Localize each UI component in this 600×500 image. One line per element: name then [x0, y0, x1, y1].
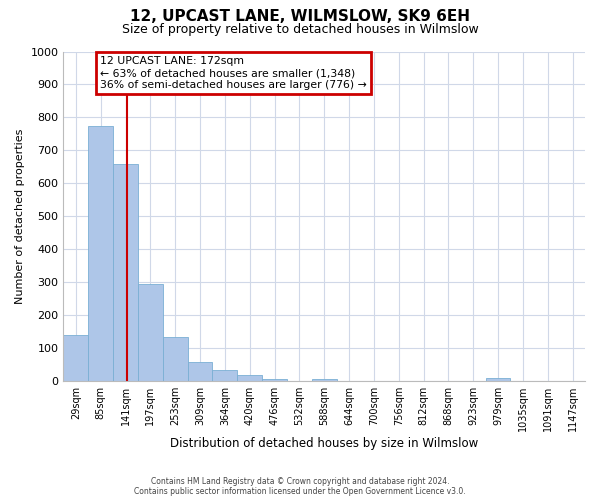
- X-axis label: Distribution of detached houses by size in Wilmslow: Distribution of detached houses by size …: [170, 437, 478, 450]
- Y-axis label: Number of detached properties: Number of detached properties: [15, 128, 25, 304]
- Text: 12 UPCAST LANE: 172sqm
← 63% of detached houses are smaller (1,348)
36% of semi-: 12 UPCAST LANE: 172sqm ← 63% of detached…: [100, 56, 367, 90]
- Text: Contains HM Land Registry data © Crown copyright and database right 2024.
Contai: Contains HM Land Registry data © Crown c…: [134, 476, 466, 496]
- Bar: [188, 362, 212, 381]
- Bar: [262, 378, 287, 381]
- Bar: [138, 284, 163, 381]
- Bar: [485, 378, 511, 381]
- Bar: [88, 126, 113, 381]
- Bar: [64, 335, 88, 381]
- Bar: [163, 336, 188, 381]
- Text: 12, UPCAST LANE, WILMSLOW, SK9 6EH: 12, UPCAST LANE, WILMSLOW, SK9 6EH: [130, 9, 470, 24]
- Text: Size of property relative to detached houses in Wilmslow: Size of property relative to detached ho…: [122, 22, 478, 36]
- Bar: [237, 376, 262, 381]
- Bar: [212, 370, 237, 381]
- Bar: [312, 378, 337, 381]
- Bar: [113, 164, 138, 381]
